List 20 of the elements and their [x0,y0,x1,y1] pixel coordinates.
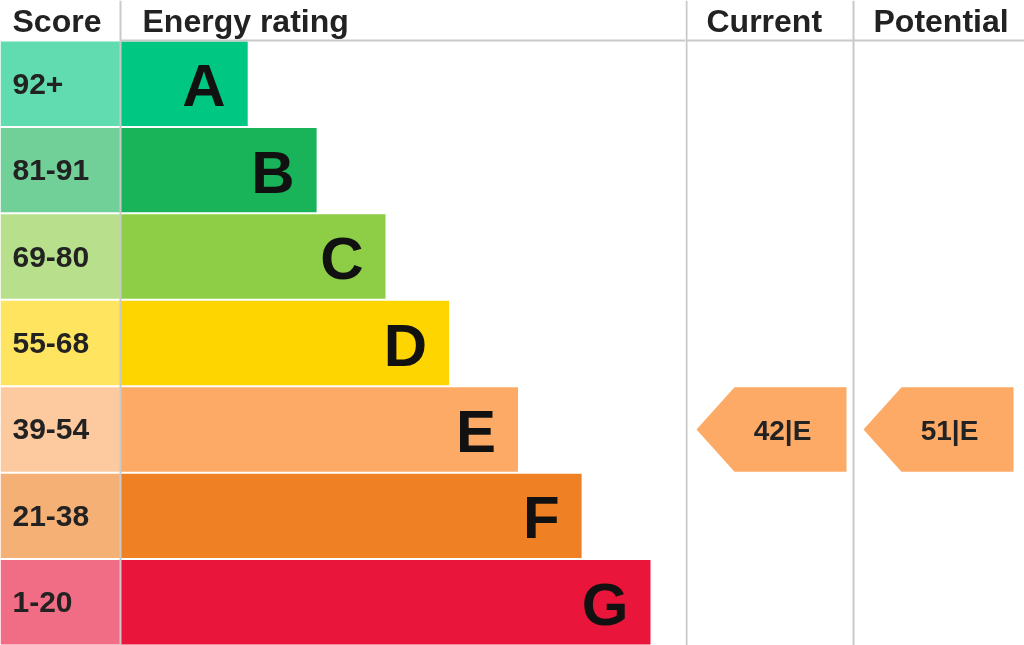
y-tick-label: 1-20 [12,585,73,619]
annotation: E [455,397,497,465]
annotation: F [522,484,560,552]
annotation: B [251,138,295,206]
y-tick-label: 92+ [12,66,64,100]
y-tick-label: 55-68 [12,326,90,359]
annotation: D [383,311,428,379]
y-tick-label: 69-80 [12,239,90,273]
annotation: C [320,225,364,293]
y-tick-label: 21-38 [12,498,90,532]
data-label: 42|E [753,414,812,446]
x-tick-label: Current [706,2,823,39]
data-label: 51|E [920,414,979,446]
x-axis-title: Energy rating [142,2,349,39]
x-tick-label: Potential [873,2,1009,39]
y-axis-title: Score [12,2,102,39]
annotation: G [581,570,629,638]
annotation: A [182,52,226,120]
y-tick-label: 39-54 [12,412,90,446]
y-tick-label: 81-91 [12,153,90,187]
